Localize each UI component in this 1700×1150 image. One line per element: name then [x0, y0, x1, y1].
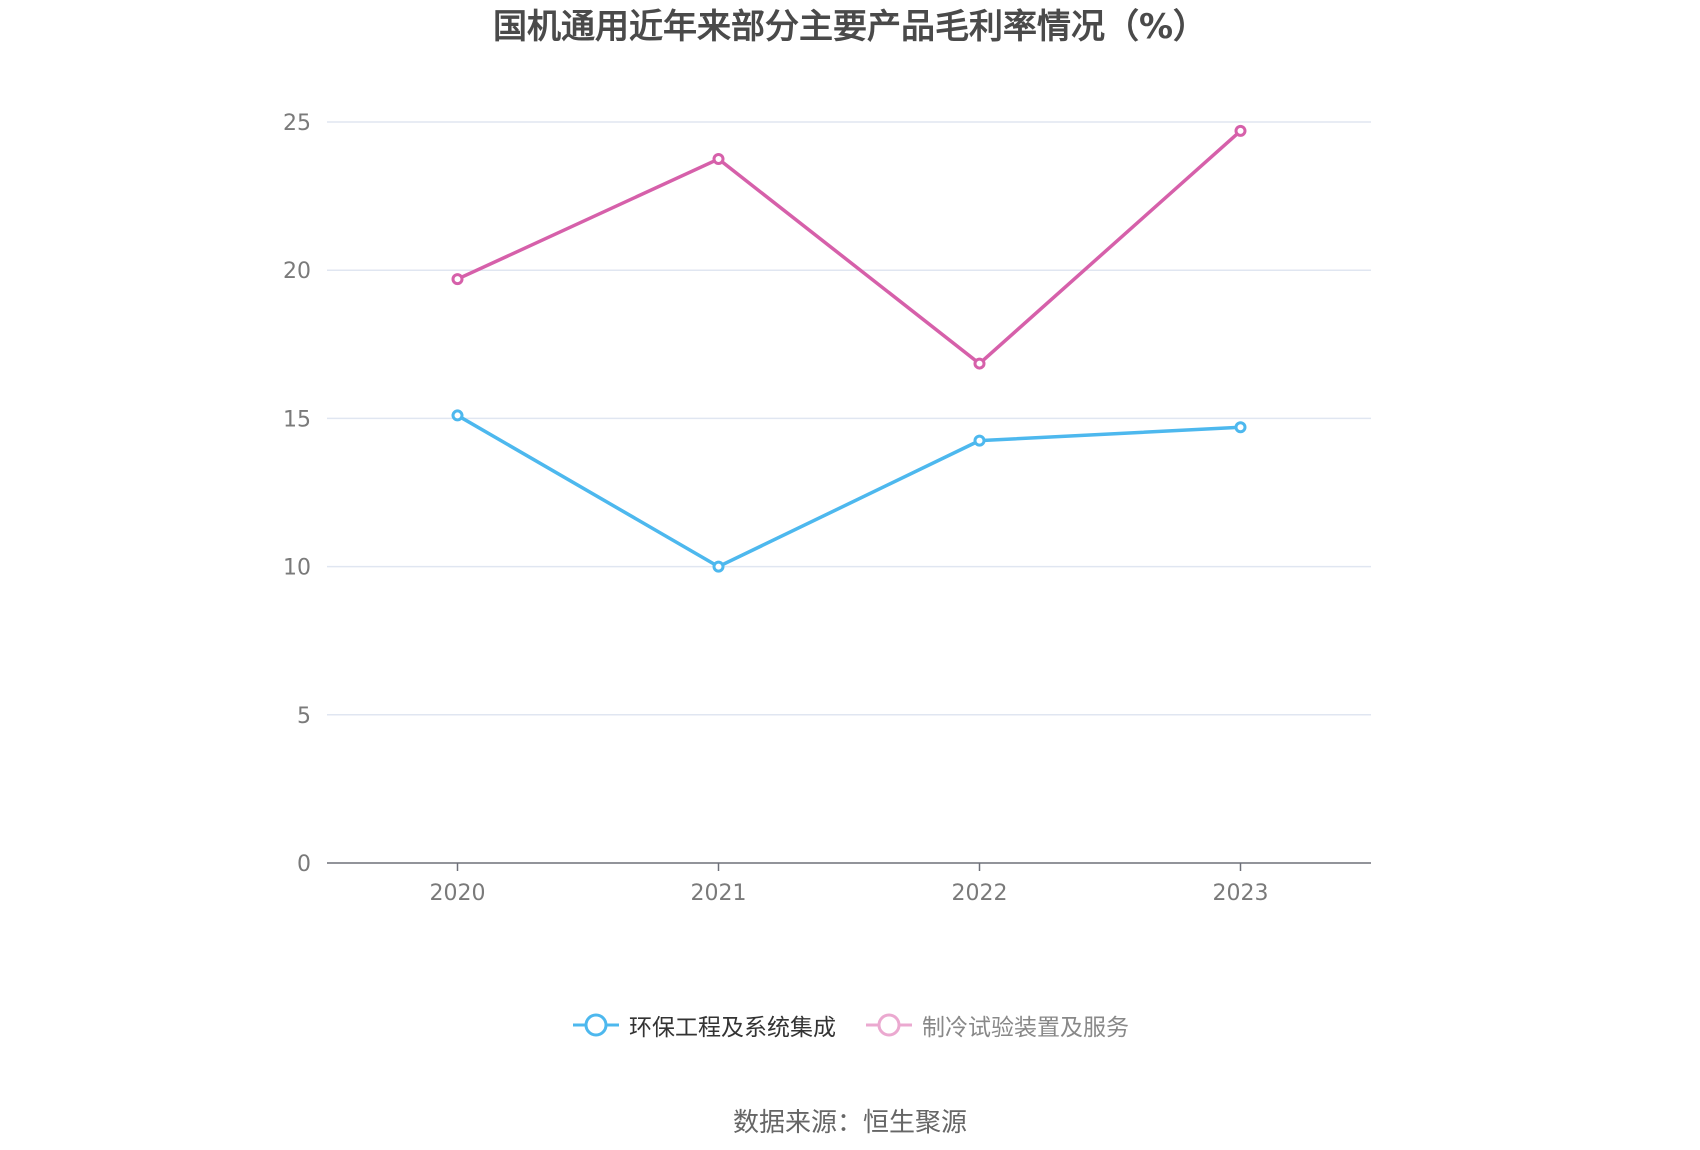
x-tick-label-3: 2023 — [1213, 881, 1269, 906]
legend-marker-0-icon — [573, 1013, 619, 1037]
series-1-point-0[interactable] — [451, 273, 464, 286]
x-tick-label-1: 2021 — [691, 881, 747, 906]
y-tick-label-2: 10 — [283, 556, 311, 581]
legend-label-0: 环保工程及系统集成 — [629, 1015, 836, 1041]
series-1-point-3[interactable] — [1234, 124, 1247, 137]
legend-item-0[interactable]: 环保工程及系统集成 — [571, 1008, 836, 1042]
series-1-point-2[interactable] — [973, 357, 986, 370]
series-0-point-0[interactable] — [451, 409, 464, 422]
y-axis-ticks: 0 5 10 15 20 25 — [283, 111, 311, 877]
legend-item-1[interactable]: 制冷试验装置及服务 — [864, 1008, 1129, 1042]
legend: 环保工程及系统集成 制冷试验装置及服务 — [0, 1008, 1700, 1042]
y-tick-label-4: 20 — [283, 259, 311, 284]
legend-marker-1-icon — [866, 1013, 912, 1037]
data-source: 数据来源：恒生聚源 — [732, 1108, 967, 1138]
line-chart: 0 5 10 15 20 25 2020 2021 2022 2023 — [283, 111, 1371, 906]
y-tick-label-5: 25 — [283, 111, 311, 136]
series-0-point-3[interactable] — [1234, 421, 1247, 434]
series-line-1 — [456, 129, 1242, 366]
series-group — [451, 124, 1247, 573]
x-axis-ticks: 2020 2021 2022 2023 — [430, 863, 1269, 906]
legend-label-1: 制冷试验装置及服务 — [922, 1015, 1129, 1041]
y-tick-label-1: 5 — [297, 704, 311, 729]
chart-title: 国机通用近年来部分主要产品毛利率情况（%） — [492, 7, 1208, 47]
series-line-0 — [456, 413, 1241, 569]
series-1-point-1[interactable] — [712, 153, 725, 166]
y-tick-label-3: 15 — [283, 407, 311, 432]
x-tick-label-2: 2022 — [952, 881, 1008, 906]
series-0-point-1[interactable] — [712, 560, 725, 573]
series-0-point-2[interactable] — [973, 434, 986, 447]
x-tick-label-0: 2020 — [430, 881, 486, 906]
grid-lines — [327, 121, 1371, 716]
y-tick-label-0: 0 — [297, 852, 311, 877]
